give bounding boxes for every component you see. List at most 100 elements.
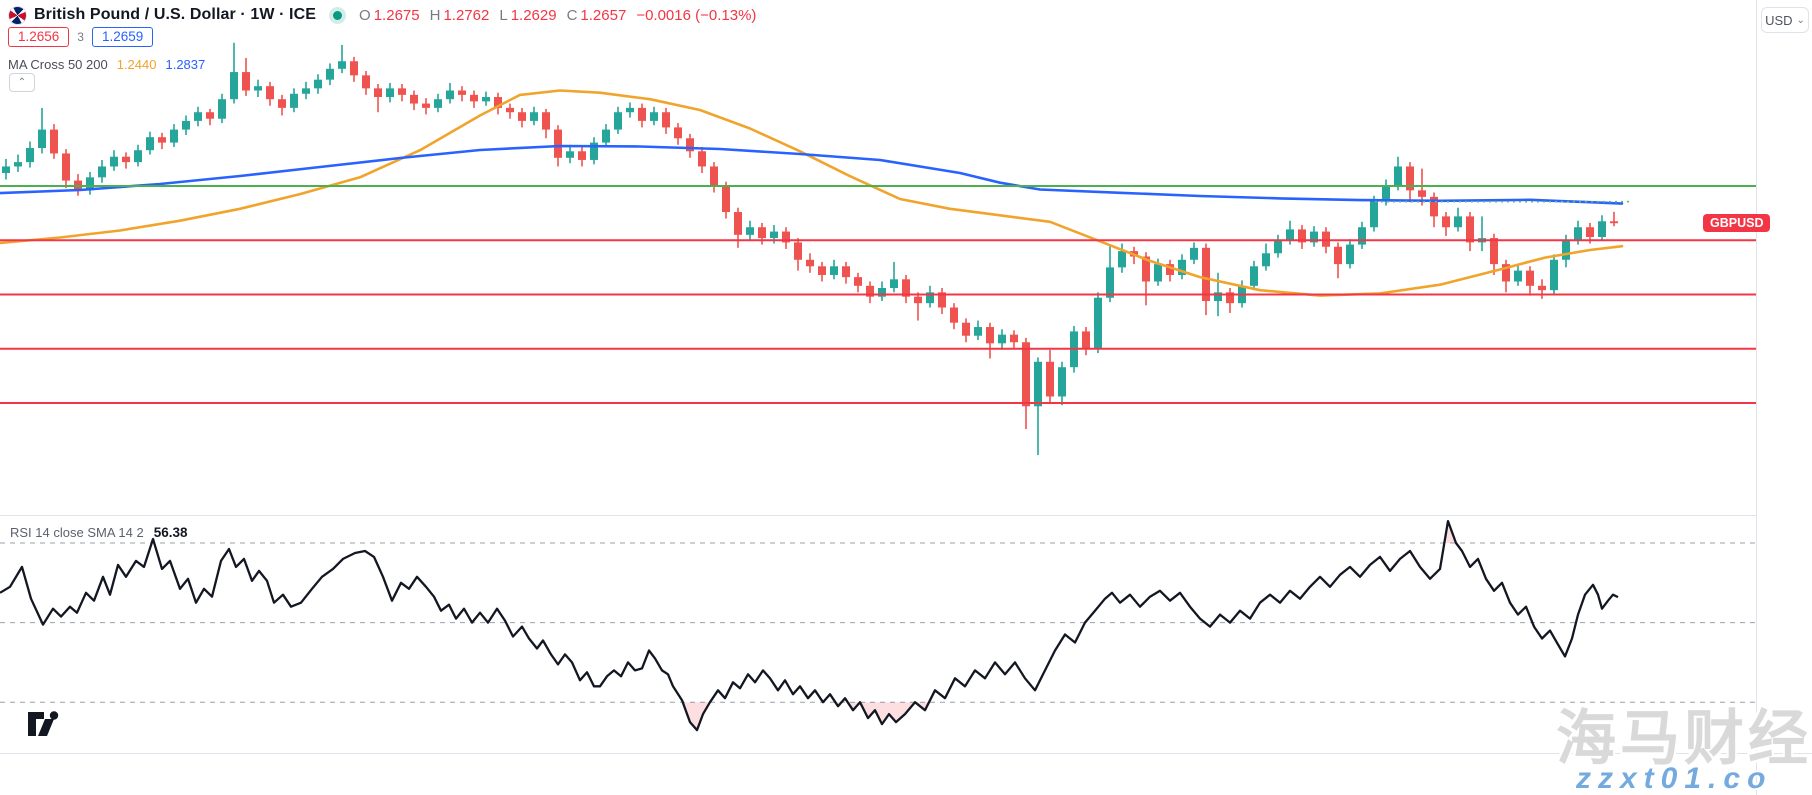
candle [1178,254,1186,280]
candle [1526,266,1534,296]
candle [110,150,118,171]
symbol-flag-icon [8,5,27,25]
ohlc-readout: O 1.2675 H 1.2762 L 1.2629 C 1.2657 −0.0… [359,7,756,24]
currency-label: USD [1765,12,1793,28]
candle [734,207,742,248]
candle [638,103,646,128]
candle [434,93,442,113]
candle [746,220,754,241]
candle [134,144,142,167]
indicator-legend[interactable]: MA Cross 50 200 1.2440 1.2837 [8,56,205,72]
candle [1346,239,1354,269]
candle [662,107,670,134]
candle [902,274,910,304]
price-axis[interactable]: 1.40001.35001.05001.00001.30001.26571.25… [1757,0,1812,753]
candle [974,320,982,341]
close-label: C [566,6,578,24]
candle [482,91,490,106]
candle [350,56,358,82]
candle [278,94,286,116]
candle [1058,361,1066,406]
candle [170,124,178,147]
candle [650,106,658,126]
currency-selector-button[interactable]: USD ⌄ [1761,7,1809,33]
candle [314,74,322,94]
time-axis-divider [0,753,1812,754]
ma200-line [0,144,1624,205]
candle [494,92,502,115]
candle [758,222,766,245]
candle [950,303,958,330]
candle [566,144,574,164]
rsi-extreme-fill [847,702,929,725]
price-chart-pane[interactable] [0,0,1756,515]
candle [578,146,586,167]
candle [2,158,10,180]
candle [194,106,202,127]
candle [878,281,886,302]
sell-button[interactable]: 1.2656 [8,27,70,47]
candle [86,171,94,195]
candle [1358,221,1366,249]
candle [398,84,406,102]
candle [1094,292,1102,354]
candle [626,102,634,118]
tradingview-logo-icon[interactable] [24,704,64,744]
candle [962,318,970,343]
candle [1010,330,1018,349]
candle [590,137,598,165]
candle [1274,234,1282,258]
candle [530,106,538,126]
candle [62,149,70,189]
candle [1082,327,1090,356]
candle [1118,243,1126,273]
candle [506,103,514,119]
candle [782,227,790,249]
bid-ask-row: 1.2656 3 1.2659 [8,27,154,47]
candle [1022,337,1030,430]
candle [686,133,694,158]
candle [218,93,226,124]
chevron-up-icon: ⌃ [17,77,27,88]
candle [242,57,250,96]
candle [446,82,454,104]
collapse-legend-button[interactable]: ⌃ [9,73,35,92]
candle [410,90,418,111]
open-label: O [359,6,371,24]
candle [1334,242,1342,279]
candle [74,174,82,196]
time-axis[interactable]: Sep2021AprJunSep2022MarJunSep2023MarJunA… [0,753,1756,795]
candle [326,63,334,86]
candle [1598,215,1606,241]
candle [602,124,610,147]
candle [1466,212,1474,252]
candle [374,84,382,113]
candle [986,322,994,359]
candle [230,42,238,104]
candle [362,70,370,95]
rsi-extreme-fill [682,702,710,731]
candle [1370,195,1378,232]
rsi-indicator-pane[interactable] [0,515,1756,753]
candle [254,79,262,98]
candle [458,86,466,102]
candle [158,132,166,150]
candle [182,115,190,136]
candle [722,181,730,219]
candle [1034,357,1042,456]
market-open-status-icon[interactable] [333,10,343,20]
candle [1190,242,1198,265]
candle [1142,252,1150,306]
buy-button[interactable]: 1.2659 [91,27,154,47]
pane-divider[interactable] [0,515,1756,516]
rsi-line [0,519,1619,732]
candle [1442,212,1450,236]
candle [146,131,154,155]
candle [830,259,838,280]
candle [674,123,682,145]
symbol-title[interactable]: British Pound / U.S. Dollar · 1W · ICE [34,6,317,23]
candle [710,162,718,193]
rsi-legend[interactable]: RSI 14 close SMA 14 2 56.38 [10,525,187,540]
candle [14,154,22,172]
